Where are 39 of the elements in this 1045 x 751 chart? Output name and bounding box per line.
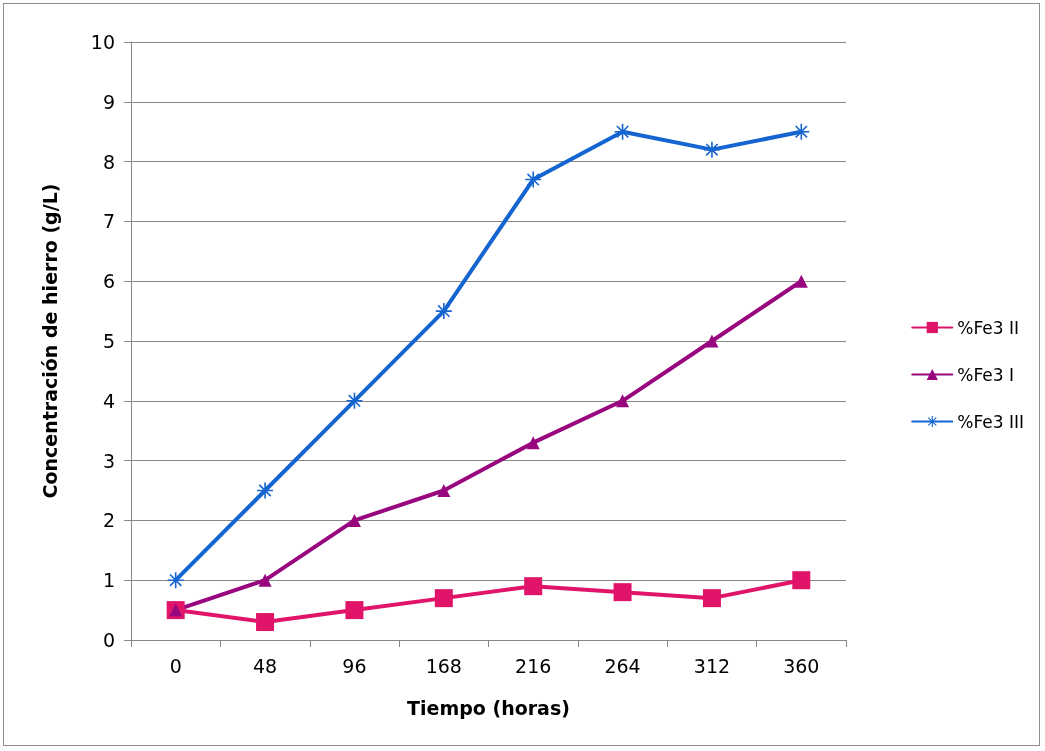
point	[347, 513, 361, 527]
point	[437, 484, 451, 497]
y-tick-label: 1	[102, 569, 115, 592]
y-tick-label: 5	[102, 330, 115, 352]
point	[435, 303, 452, 320]
point	[794, 274, 808, 288]
point	[256, 613, 275, 632]
x-tick-label: 360	[783, 654, 820, 677]
y-tick-label: 8	[102, 150, 115, 173]
x-axis-title: Tiempo (horas)	[407, 696, 570, 719]
legend-label: %Fe3 II	[957, 317, 1019, 338]
x-tick-label: 264	[604, 654, 641, 677]
point	[434, 589, 453, 608]
x-tick-label: 312	[693, 654, 731, 677]
point	[702, 589, 721, 608]
point	[613, 583, 632, 602]
point	[616, 394, 630, 408]
x-tick-label: 96	[342, 654, 367, 677]
y-tick-label: 0	[102, 629, 115, 651]
point	[792, 571, 811, 590]
y-tick-label: 3	[102, 449, 115, 472]
legend-label: %Fe3 III	[957, 411, 1025, 432]
y-tick-label: 7	[102, 210, 115, 233]
point	[345, 601, 364, 620]
point	[705, 334, 719, 348]
y-tick-label: 6	[102, 270, 115, 293]
point	[258, 573, 272, 587]
y-tick-label: 2	[102, 509, 115, 532]
y-tick-label: 10	[90, 31, 115, 53]
x-tick-label: 168	[425, 654, 462, 677]
y-axis-title: Concentración de hierro (g/L)	[38, 183, 61, 499]
point	[524, 577, 543, 596]
point	[526, 436, 540, 450]
legend-label: %Fe3 I	[957, 364, 1014, 385]
y-tick-label: 4	[102, 389, 115, 412]
x-tick-label: 0	[169, 654, 182, 677]
y-tick-label: 9	[102, 90, 115, 113]
x-tick-label: 48	[252, 654, 278, 677]
x-tick-label: 216	[515, 654, 552, 677]
